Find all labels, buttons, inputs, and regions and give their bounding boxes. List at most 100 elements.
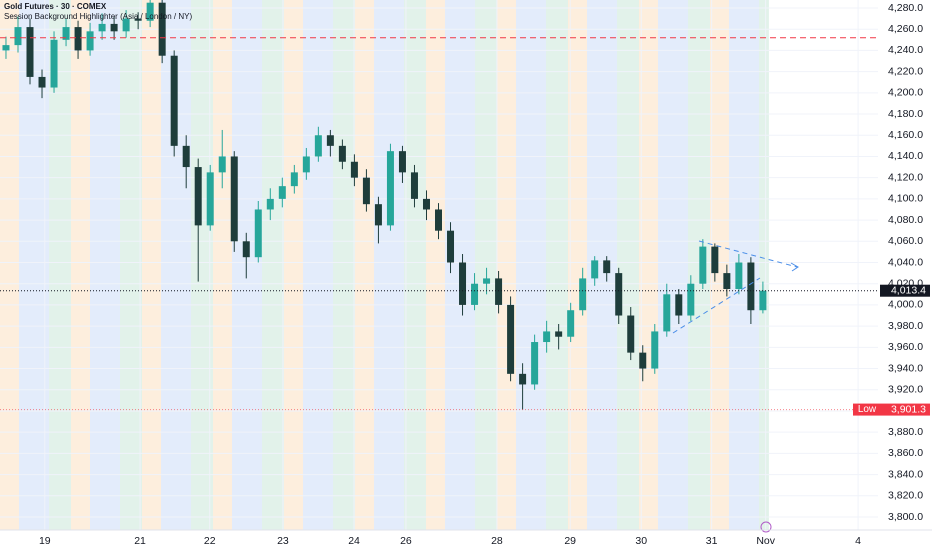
y-tick-label: 3,840.0 bbox=[888, 468, 923, 480]
x-tick-label: Nov bbox=[756, 535, 775, 547]
x-tick-label: 29 bbox=[564, 535, 576, 547]
candle-body bbox=[615, 273, 623, 316]
candle-body bbox=[483, 278, 491, 284]
candle-body bbox=[699, 246, 707, 284]
candle-body bbox=[651, 331, 659, 369]
y-tick-label: 4,160.0 bbox=[888, 129, 923, 141]
session-band bbox=[71, 0, 90, 530]
candle-body bbox=[62, 27, 70, 40]
candle-body bbox=[579, 278, 587, 311]
session-band bbox=[404, 0, 426, 530]
candle-body bbox=[146, 2, 154, 21]
candle-body bbox=[122, 18, 130, 32]
candle-body bbox=[326, 135, 334, 146]
session-band bbox=[639, 0, 658, 530]
session-band bbox=[710, 0, 729, 530]
candle-body bbox=[302, 156, 310, 173]
candle-body bbox=[218, 156, 226, 173]
session-band bbox=[213, 0, 232, 530]
candle-body bbox=[242, 241, 250, 258]
y-tick-label: 4,200.0 bbox=[888, 87, 923, 99]
candle-body bbox=[495, 278, 503, 305]
session-band bbox=[426, 0, 445, 530]
session-band bbox=[303, 0, 333, 530]
candle-body bbox=[206, 172, 214, 226]
session-band bbox=[262, 0, 284, 530]
candle-body bbox=[747, 262, 755, 311]
session-background bbox=[0, 0, 769, 530]
chart-title: Gold Futures · 30 · COMEX bbox=[4, 2, 107, 11]
candle-body bbox=[170, 55, 178, 146]
price-label: 4,013.4 bbox=[891, 284, 926, 296]
candle-body bbox=[435, 209, 443, 231]
candle-body bbox=[422, 198, 430, 210]
candle-body bbox=[182, 145, 190, 168]
x-tick-label: 21 bbox=[134, 535, 146, 547]
candle-body bbox=[290, 172, 298, 187]
y-tick-label: 4,240.0 bbox=[888, 44, 923, 56]
y-tick-label: 3,960.0 bbox=[888, 341, 923, 353]
candle-body bbox=[711, 246, 719, 274]
y-tick-label: 3,920.0 bbox=[888, 384, 923, 396]
candle-body bbox=[759, 290, 767, 311]
candle-body bbox=[627, 315, 635, 353]
trend-line bbox=[698, 240, 798, 268]
candle-body bbox=[50, 39, 58, 88]
candle-body bbox=[86, 31, 94, 51]
candle-body bbox=[567, 310, 575, 337]
x-tick-label: 28 bbox=[491, 535, 503, 547]
candle-body bbox=[663, 294, 671, 332]
session-band bbox=[617, 0, 639, 530]
session-band bbox=[142, 0, 161, 530]
session-band bbox=[49, 0, 71, 530]
price-label-box bbox=[880, 284, 930, 297]
candle-body bbox=[134, 18, 142, 21]
session-band bbox=[729, 0, 759, 530]
session-band bbox=[90, 0, 120, 530]
y-tick-label: 3,800.0 bbox=[888, 511, 923, 523]
event-icon bbox=[760, 521, 772, 533]
session-band bbox=[568, 0, 587, 530]
candle-body bbox=[639, 352, 647, 369]
candle-body bbox=[230, 156, 238, 242]
session-band bbox=[475, 0, 497, 530]
candle-body bbox=[471, 283, 479, 305]
session-band bbox=[333, 0, 355, 530]
session-band bbox=[232, 0, 262, 530]
low-label-box bbox=[881, 403, 930, 416]
candle-body bbox=[362, 177, 370, 205]
session-band bbox=[546, 0, 568, 530]
session-band bbox=[355, 0, 374, 530]
candle-body bbox=[398, 151, 406, 173]
x-tick-label: 26 bbox=[400, 535, 412, 547]
candle-body bbox=[38, 76, 46, 88]
x-tick-label: 23 bbox=[277, 535, 289, 547]
candles bbox=[2, 0, 767, 410]
session-band bbox=[0, 0, 19, 530]
candle-body bbox=[350, 161, 358, 178]
y-tick-label: 4,060.0 bbox=[888, 235, 923, 247]
session-band bbox=[120, 0, 142, 530]
candle-body bbox=[74, 27, 82, 51]
session-band bbox=[284, 0, 303, 530]
session-band bbox=[658, 0, 688, 530]
candle-body bbox=[98, 23, 106, 32]
y-tick-label: 4,040.0 bbox=[888, 256, 923, 268]
y-tick-label: 4,120.0 bbox=[888, 171, 923, 183]
y-tick-label: 4,100.0 bbox=[888, 193, 923, 205]
session-band bbox=[374, 0, 404, 530]
y-tick-label: 3,860.0 bbox=[888, 447, 923, 459]
candle-body bbox=[254, 209, 262, 258]
candle-body bbox=[2, 45, 10, 51]
x-tick-label: 31 bbox=[706, 535, 718, 547]
candle-body bbox=[591, 260, 599, 279]
y-tick-label: 3,980.0 bbox=[888, 320, 923, 332]
y-tick-label: 4,140.0 bbox=[888, 150, 923, 162]
y-tick-label: 3,940.0 bbox=[888, 362, 923, 374]
candle-body bbox=[603, 260, 611, 274]
candle-body bbox=[158, 2, 166, 56]
candle-body bbox=[447, 230, 455, 263]
y-tick-label: 4,220.0 bbox=[888, 65, 923, 77]
